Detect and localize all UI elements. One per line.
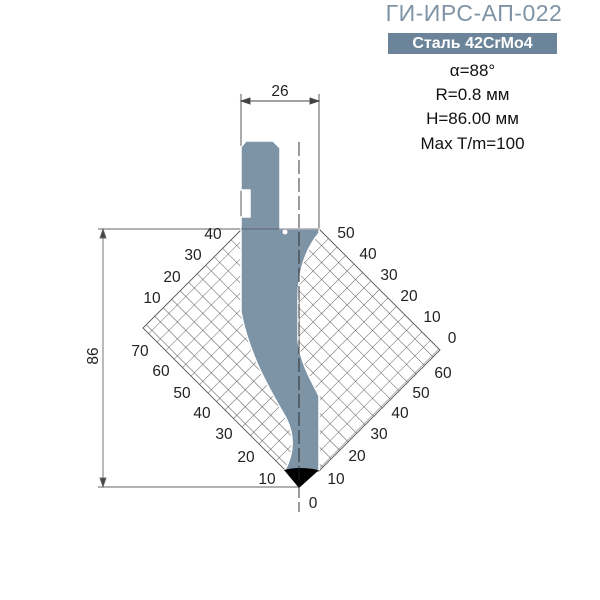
scale-label: 10 [423, 309, 441, 326]
height-label: 86 [85, 347, 102, 364]
tool-code-title: ГИ-ИРС-АП-022 [385, 0, 563, 26]
scale-label: 20 [163, 269, 181, 286]
width-label: 26 [271, 83, 288, 100]
scale-label: 40 [391, 405, 409, 422]
material-badge: Сталь 42CrMo4 [388, 33, 557, 54]
scale-label: 70 [131, 343, 149, 360]
scale-label: 40 [359, 246, 377, 263]
origin-label: 0 [309, 495, 318, 512]
scale-label: 20 [400, 288, 418, 305]
spec-max-load: Max T/m=100 [420, 134, 525, 153]
spec-angle: α=88° [449, 61, 496, 80]
spec-height: H=86.00 мм [426, 109, 519, 128]
shank-notch [282, 229, 288, 235]
scale-label: 60 [434, 365, 452, 382]
height-dimension [98, 227, 299, 489]
scale-label: 10 [258, 471, 276, 488]
width-dimension [239, 94, 321, 229]
scale-label: 30 [184, 247, 202, 264]
scale-label: 20 [348, 448, 366, 465]
scale-label: 0 [448, 330, 457, 347]
scale-label: 10 [143, 290, 161, 307]
scale-label: 50 [173, 385, 191, 402]
scale-label: 30 [370, 426, 388, 443]
scale-label: 40 [193, 405, 211, 422]
spec-radius: R=0.8 мм [435, 85, 510, 104]
scale-label: 10 [327, 471, 345, 488]
scale-label: 20 [237, 449, 255, 466]
scale-label: 40 [204, 226, 222, 243]
scale-label: 50 [412, 385, 430, 402]
scale-label: 30 [380, 267, 398, 284]
punch-tip [284, 468, 319, 488]
scale-labels: 40 30 20 10 70 60 50 40 30 20 10 50 40 3… [131, 225, 456, 512]
scale-label: 30 [215, 426, 233, 443]
scale-label: 60 [152, 363, 170, 380]
scale-label: 50 [337, 225, 355, 242]
